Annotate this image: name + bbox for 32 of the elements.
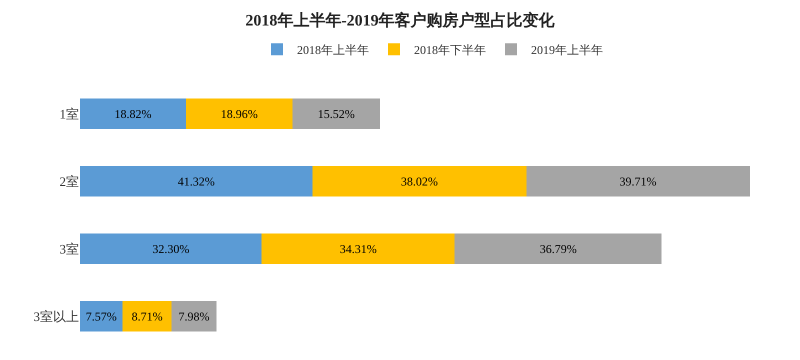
data-label: 7.57% <box>86 309 117 324</box>
bar <box>172 301 216 332</box>
bar <box>262 234 455 264</box>
data-label: 15.52% <box>318 106 355 121</box>
chart-title: 2018年上半年-2019年客户购房户型占比变化 <box>245 10 556 30</box>
bar <box>454 234 662 264</box>
legend-label: 2018年下半年 <box>414 42 486 57</box>
data-label: 18.96% <box>220 106 258 121</box>
legend-label: 2018年上半年 <box>297 42 369 57</box>
bar <box>186 98 293 129</box>
data-label: 38.02% <box>400 174 438 188</box>
data-label: 34.31% <box>340 242 377 256</box>
bar <box>122 301 172 332</box>
bar <box>80 166 312 196</box>
y-tick-label: 2室 <box>60 174 79 189</box>
bar <box>292 98 380 129</box>
data-label: 32.30% <box>152 242 190 256</box>
bar <box>80 301 123 332</box>
data-label: 39.71% <box>620 174 657 188</box>
bar <box>80 234 262 264</box>
data-label: 36.79% <box>540 242 577 256</box>
bar <box>312 166 526 196</box>
data-label: 7.98% <box>178 309 210 324</box>
legend-label: 2019年上半年 <box>531 42 603 57</box>
bar <box>80 98 186 129</box>
y-tick-label: 3室 <box>60 241 79 256</box>
y-tick-label: 3室以上 <box>34 308 79 324</box>
data-label: 18.82% <box>114 106 152 121</box>
bar <box>526 166 750 196</box>
y-tick-label: 1室 <box>60 106 79 122</box>
data-label: 8.71% <box>132 309 163 324</box>
data-label: 41.32% <box>178 174 215 188</box>
